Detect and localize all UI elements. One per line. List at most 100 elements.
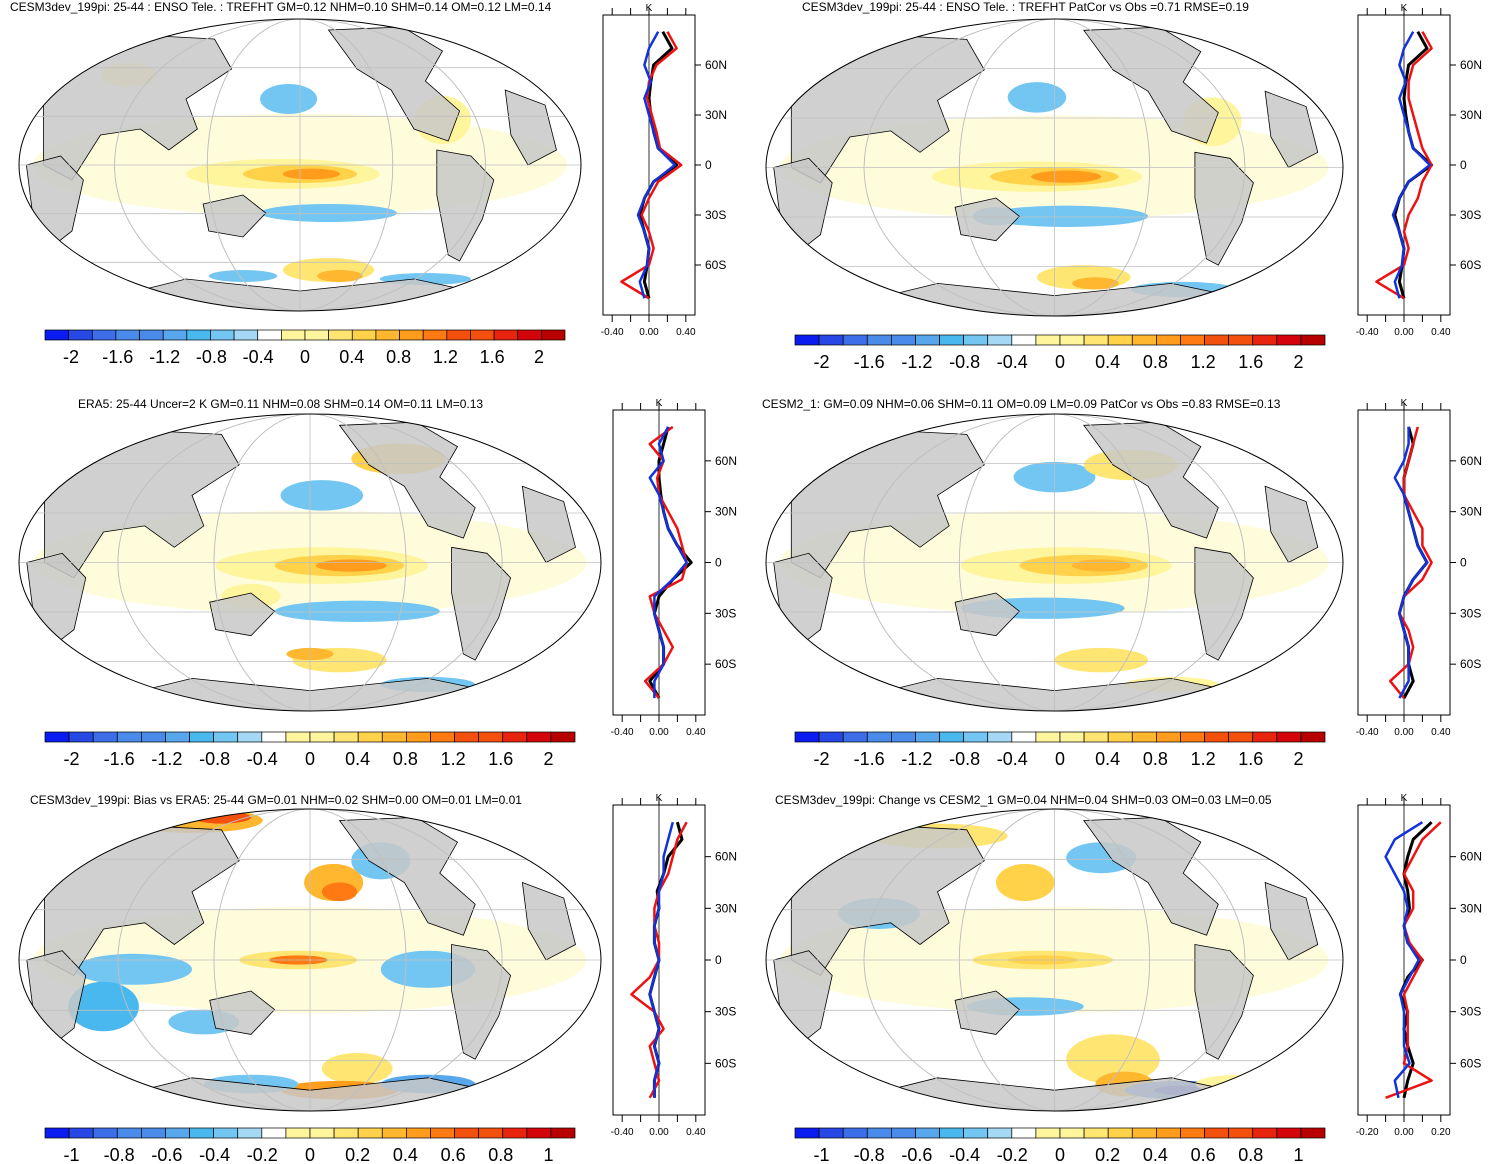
colorbar-tick-label: 2	[1293, 749, 1303, 769]
colorbar-box	[430, 731, 455, 743]
colorbar-tick-label: 0.8	[1143, 352, 1168, 372]
colorbar-box	[213, 731, 239, 743]
profile-series-obs	[620, 31, 683, 300]
lat-label: 30S	[1460, 208, 1481, 222]
colorbar-tick-label: -1.6	[102, 347, 133, 367]
colorbar-tick-label: 1	[543, 1145, 553, 1164]
colorbar-box	[357, 1127, 383, 1139]
longitude-line	[213, 809, 407, 1111]
colorbar-box	[1204, 1127, 1229, 1139]
x-tick-label: 0.00	[639, 327, 659, 338]
x-tick-label: -0.40	[611, 1127, 634, 1138]
colorbar-box	[866, 1127, 892, 1139]
lat-label: 0	[1460, 953, 1467, 967]
colorbar-tick-label: 0.8	[386, 347, 411, 367]
colorbar-tick-label: -0.6	[901, 1145, 932, 1164]
profile-series-model	[638, 30, 679, 299]
colorbar-box	[478, 1127, 504, 1139]
x-tick-label: -0.40	[611, 727, 634, 738]
colorbar-tick-label: 0.2	[1095, 1145, 1120, 1164]
colorbar-box	[1180, 1127, 1205, 1139]
profile-series-blue	[636, 31, 677, 299]
longitude-line	[863, 414, 1246, 711]
colorbar-box	[939, 334, 964, 346]
anomaly-patch	[280, 480, 364, 511]
anomaly-patch	[321, 1053, 393, 1084]
lat-label: 60S	[1460, 657, 1481, 671]
colorbar-tick-label: 0.8	[1238, 1145, 1263, 1164]
lat-label: 60S	[715, 1056, 736, 1070]
longitude-line	[958, 809, 1151, 1111]
colorbar-box	[1083, 1127, 1109, 1139]
colorbar-box	[189, 731, 214, 743]
colorbar-box	[233, 329, 259, 341]
landmass	[451, 546, 512, 661]
colorbar-box	[526, 731, 552, 743]
colorbar-box	[333, 1127, 359, 1139]
colorbar-tick-label: 0.4	[339, 347, 364, 367]
colorbar-tick-label: -1.2	[901, 749, 932, 769]
colorbar-box	[351, 329, 377, 341]
colorbar-box	[502, 731, 528, 743]
colorbar-tick-label: -0.2	[247, 1145, 278, 1164]
colorbar-tick-label: 0	[305, 1145, 315, 1164]
colorbar-tick-label: 0	[1055, 352, 1065, 372]
colorbar-box	[44, 329, 69, 341]
colorbar-box	[333, 731, 359, 743]
landmass	[209, 990, 276, 1035]
landmass	[1264, 881, 1319, 961]
colorbar-box	[1180, 334, 1205, 346]
lat-label: 0	[1460, 158, 1467, 172]
anomaly-patch	[1072, 559, 1131, 572]
colorbar-tick-label: 0.8	[488, 1145, 513, 1164]
lat-label: 30N	[705, 108, 727, 122]
lat-label: 0	[1460, 556, 1467, 570]
colorbar-box	[1252, 1127, 1278, 1139]
panel-title: CESM3dev_199pi: 25-44 : ENSO Tele. : TRE…	[802, 0, 1249, 14]
colorbar-tick-label: -0.8	[199, 749, 230, 769]
colorbar-tick-label: 1.2	[1191, 749, 1216, 769]
colorbar-box	[891, 1127, 916, 1139]
world-map	[765, 413, 1344, 712]
world-map	[18, 413, 602, 712]
colorbar-box	[842, 1127, 868, 1139]
colorbar-tick-label: -2	[813, 749, 829, 769]
lat-label: 0	[705, 158, 712, 172]
colorbar-box	[963, 731, 989, 743]
colorbar-box	[328, 329, 353, 341]
map-outline	[765, 808, 1344, 1112]
colorbar-tick-label: -1.6	[104, 749, 135, 769]
colorbar-box	[818, 1127, 844, 1139]
map-outline	[765, 413, 1344, 712]
colorbar-box	[1131, 334, 1157, 346]
colorbar-box	[1276, 1127, 1302, 1139]
profile-series-model	[1393, 30, 1434, 299]
profile-series-blue	[648, 426, 688, 699]
colorbar-tick-label: 0.8	[393, 749, 418, 769]
colorbar-box	[454, 731, 479, 743]
colorbar-box	[1300, 731, 1326, 743]
landmass	[521, 881, 576, 961]
colorbar-tick-label: -1	[63, 1145, 79, 1164]
colorbar-tick-label: 1.2	[1191, 352, 1216, 372]
colorbar-box	[1083, 731, 1109, 743]
colorbar-box	[1107, 1127, 1133, 1139]
colorbar-box	[1059, 1127, 1085, 1139]
colorbar-tick-label: 2	[534, 347, 544, 367]
landmass	[954, 592, 1020, 637]
colorbar-box	[162, 329, 188, 341]
colorbar-box	[381, 1127, 407, 1139]
map-outline	[18, 413, 602, 712]
map-field	[19, 414, 601, 711]
colorbar-tick-label: 1.2	[433, 347, 458, 367]
x-tick-label: 0.00	[649, 727, 669, 738]
lat-label: 30S	[1460, 1005, 1481, 1019]
colorbar-box	[502, 1127, 528, 1139]
colorbar-box	[1156, 731, 1181, 743]
lat-label: 60N	[715, 454, 737, 468]
colorbar: -2 -1.6 -1.2 -0.8 -0.4 0 0.4 0.8 1.2 1.6 2	[44, 329, 566, 367]
colorbar-box	[963, 1127, 989, 1139]
x-tick-label: 0.00	[1394, 327, 1414, 338]
